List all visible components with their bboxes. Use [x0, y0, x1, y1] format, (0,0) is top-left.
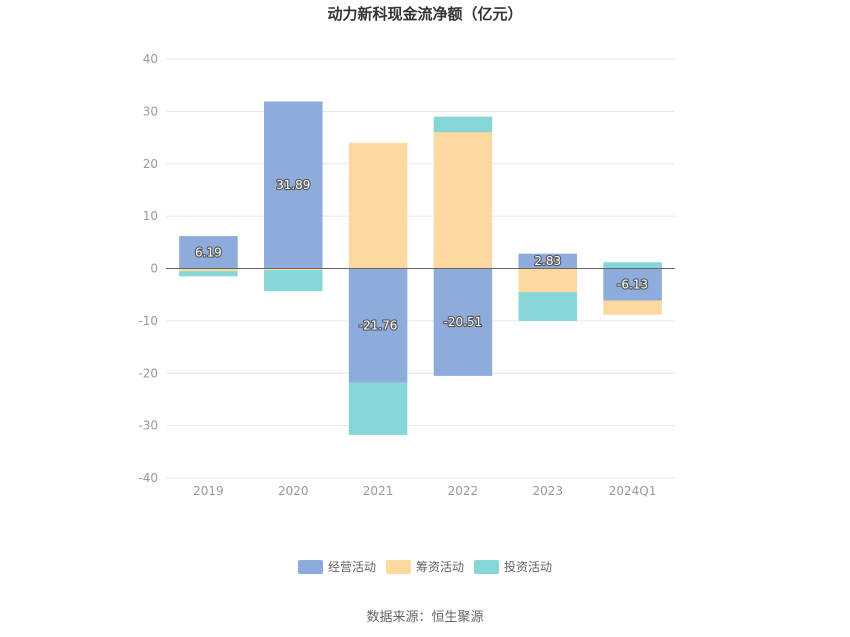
bar-2022-series-1	[433, 132, 493, 269]
bar-2020-series-1	[263, 268, 323, 271]
chart-title: 动力新科现金流净额（亿元）	[327, 5, 522, 23]
y-tick-label: -20	[138, 366, 158, 380]
x-tick-label: 2024Q1	[609, 484, 657, 498]
legend-item-2[interactable]: 投资活动	[474, 559, 552, 574]
legend-label: 投资活动	[504, 559, 552, 574]
y-tick-label: 10	[143, 209, 158, 223]
legend-swatch	[474, 560, 499, 574]
legend-item-0[interactable]: 经营活动	[298, 560, 376, 574]
y-tick-label: -30	[138, 419, 158, 433]
data-label-2019: 6.19	[195, 245, 222, 259]
data-label-2023: 2.83	[534, 254, 561, 268]
bar-2021-series-2	[348, 382, 408, 435]
bar-2023-series-1	[518, 268, 578, 293]
bar-2021-series-0	[348, 268, 408, 383]
axes: 40 30 20 10 0 -10 -20 -30 -40 2019 2020 2021 2022 202…	[138, 52, 675, 498]
x-tick-label: 2019	[193, 484, 224, 498]
x-tick-label: 2021	[363, 484, 394, 498]
legend-label: 筹资活动	[416, 560, 464, 574]
bar-2019-series-0	[179, 236, 238, 269]
y-tick-label: 30	[143, 104, 158, 118]
legend[interactable]: 经营活动 筹资活动 投资活动	[298, 559, 552, 574]
bar-2023-series-2	[518, 292, 578, 321]
bar-2022-series-0	[433, 268, 493, 376]
data-source: 数据来源：恒生聚源	[366, 610, 483, 625]
data-labels: 6.19 31.89 -21.76 -20.51 2.83 -6.13	[194, 177, 649, 334]
bars	[179, 101, 662, 435]
x-tick-label: 2022	[448, 484, 479, 498]
y-tick-label: -40	[138, 471, 158, 485]
y-tick-label: 0	[150, 262, 158, 276]
bar-2024Q1-series-1	[603, 300, 662, 315]
bar-2019-series-2	[179, 271, 238, 277]
data-label-2021: -21.76	[359, 318, 398, 332]
data-label-2022: -20.51	[444, 315, 483, 329]
y-tick-label: -10	[138, 314, 158, 328]
bar-2021-series-1	[348, 142, 408, 269]
data-label-2024Q1: -6.13	[617, 278, 648, 292]
legend-swatch	[386, 560, 411, 574]
data-label-2020: 31.89	[276, 178, 310, 192]
bar-2024Q1-series-2	[603, 262, 662, 269]
legend-swatch	[298, 560, 323, 574]
bar-2022-series-2	[433, 116, 493, 133]
legend-label: 经营活动	[328, 560, 376, 574]
x-tick-label: 2020	[278, 484, 309, 498]
bar-2019-series-1	[179, 268, 238, 272]
bar-2020-series-0	[263, 101, 323, 269]
y-tick-label: 40	[143, 52, 158, 66]
bar-2020-series-2	[263, 270, 323, 292]
grid-lines	[166, 58, 675, 479]
bar-2024Q1-series-0	[603, 268, 662, 301]
bar-2023-series-0	[518, 253, 578, 269]
legend-item-1[interactable]: 筹资活动	[386, 560, 464, 574]
y-tick-label: 20	[143, 157, 158, 171]
x-tick-label: 2023	[532, 484, 563, 498]
